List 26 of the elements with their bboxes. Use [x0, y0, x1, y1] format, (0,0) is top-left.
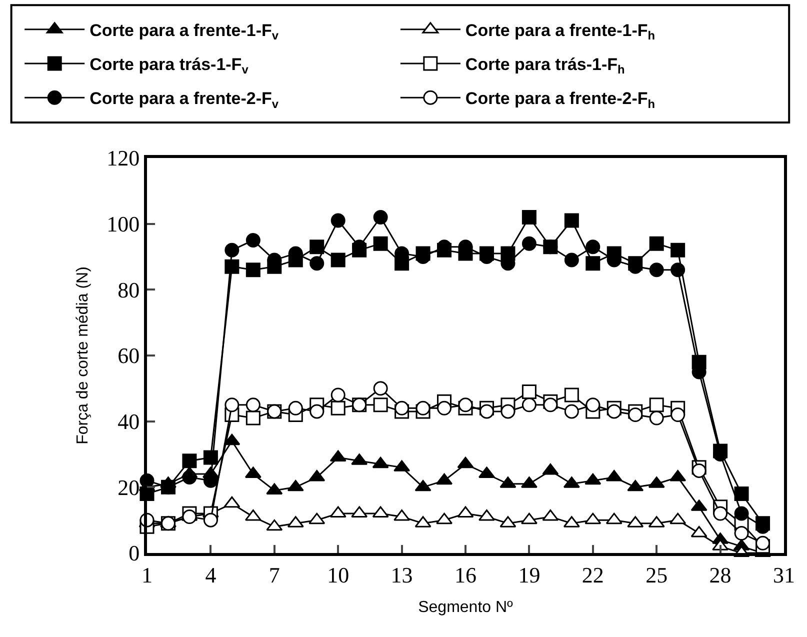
x-tick-label: 13 — [390, 562, 413, 588]
y-tick-label: 0 — [128, 540, 140, 566]
y-tick-label: 80 — [118, 277, 140, 302]
x-tick-label: 19 — [518, 562, 540, 588]
legend-label: Corte para a frente-2-F$_{h}$ — [465, 89, 656, 111]
x-tick-label: 4 — [205, 562, 216, 588]
legend-label: Corte para trás-1-F$_{v}$ — [90, 55, 249, 77]
y-tick-label: 40 — [118, 409, 140, 434]
x-axis-title: Segmento Nº — [418, 599, 514, 616]
x-tick-label: 28 — [709, 562, 732, 588]
x-tick-label: 1 — [142, 562, 152, 588]
x-tick-label: 25 — [646, 562, 668, 588]
y-tick-label: 120 — [106, 146, 140, 171]
y-tick-label: 20 — [118, 474, 140, 500]
x-tick-label: 31 — [773, 562, 795, 588]
x-tick-label: 16 — [454, 562, 476, 588]
legend-label: Corte para a frente-1-F$_{h}$ — [465, 21, 656, 43]
x-tick-label: 7 — [268, 562, 280, 588]
legend-label: Corte para a frente-1-F$_{v}$ — [90, 21, 279, 43]
x-tick-label: 22 — [582, 562, 604, 588]
x-tick-label: 10 — [327, 562, 350, 588]
legend-label: Corte para trás-1-F$_{h}$ — [465, 55, 625, 77]
y-axis-title: Força de corte média (N) — [74, 266, 92, 444]
y-tick-label: 60 — [118, 343, 140, 368]
y-tick-label: 100 — [106, 212, 140, 237]
legend-label: Corte para a frente-2-F$_{v}$ — [90, 89, 279, 111]
